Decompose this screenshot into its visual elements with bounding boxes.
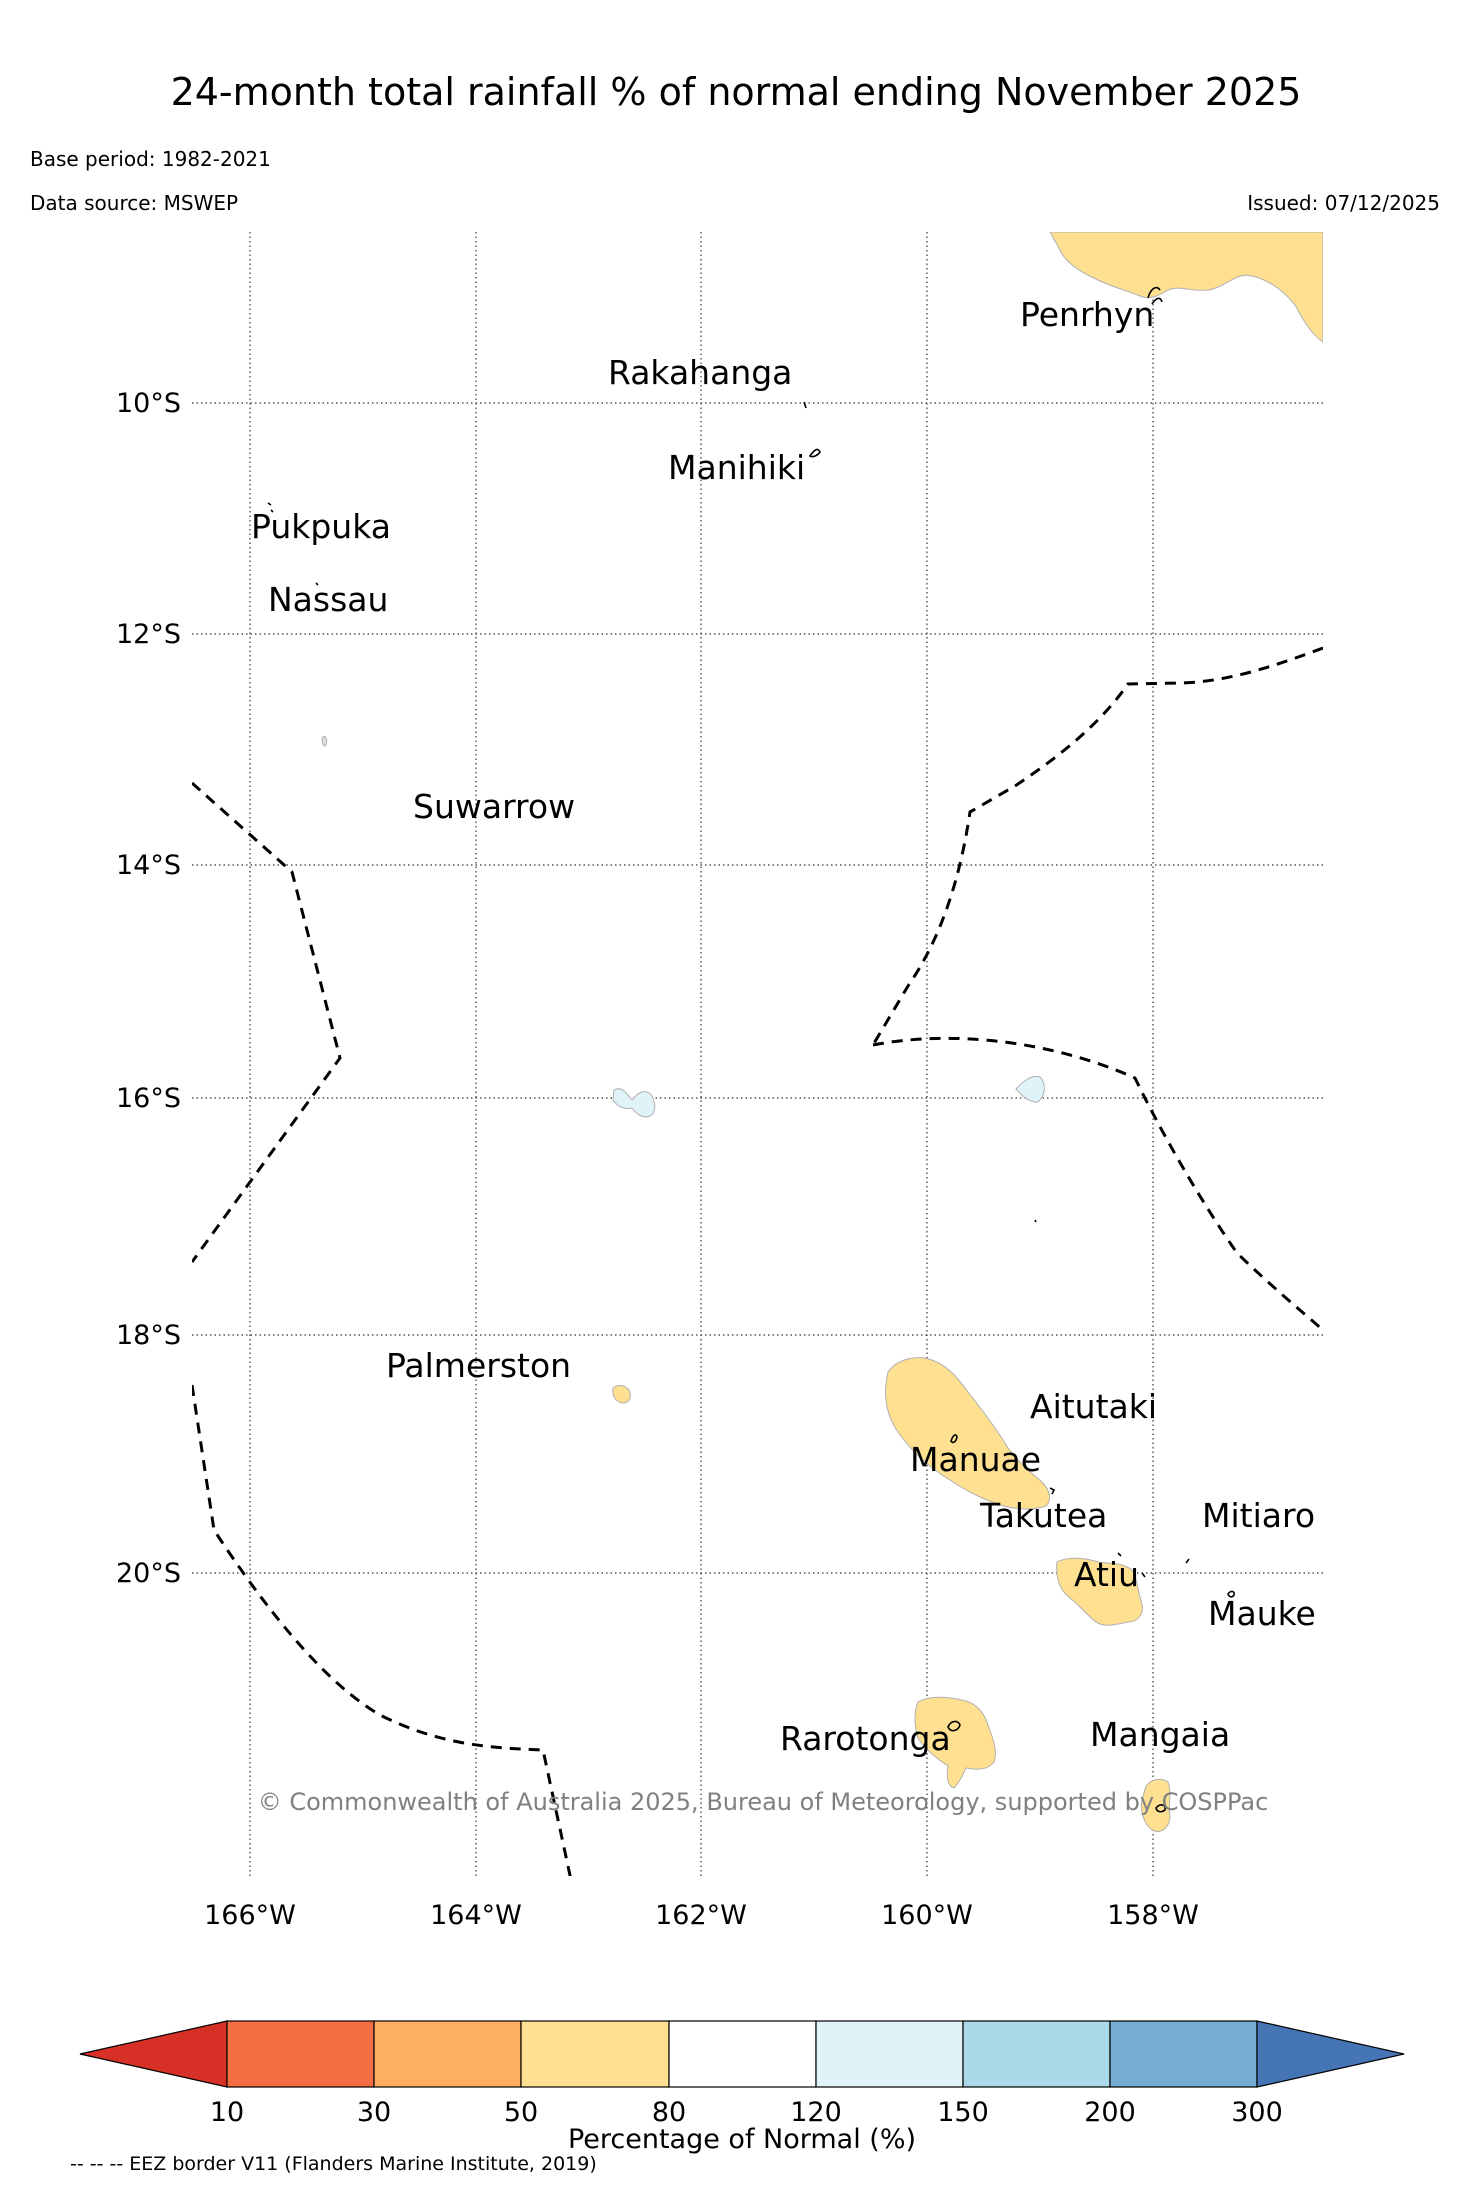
colorbar-label: Percentage of Normal (%) (568, 2124, 916, 2155)
lon-label-166w: 166°W (204, 1900, 296, 1931)
eez-borders (192, 646, 1323, 1876)
colorbar (79, 2020, 1405, 2088)
map-title: 24-month total rainfall % of normal endi… (170, 70, 1302, 114)
label-aitutaki: Aitutaki (1030, 1387, 1157, 1426)
label-nassau: Nassau (268, 580, 388, 619)
island-mauke-outline (1227, 1590, 1235, 1598)
lon-label-160w: 160°W (881, 1900, 973, 1931)
eez-south-east (872, 1036, 1323, 1332)
patch-nassau-grey (321, 735, 328, 747)
island-mitiaro-outline (1185, 1558, 1190, 1564)
eez-north-west (192, 781, 342, 1263)
eez-north-east (871, 646, 1323, 1046)
colorbar-tick-labels: 10 30 50 80 120 150 200 300 (210, 2097, 1283, 2128)
eez-footnote: -- -- -- EEZ border V11 (Flanders Marine… (70, 2153, 597, 2175)
lat-label-10s: 10°S (116, 388, 181, 419)
colorbar-tick-80: 80 (652, 2097, 686, 2128)
label-penrhyn: Penrhyn (1020, 295, 1154, 334)
label-suwarrow: Suwarrow (413, 787, 575, 826)
island-penrhyn-outline (1147, 286, 1163, 305)
colorbar-bin-30-50 (373, 2020, 522, 2088)
patch-mangaia (1141, 1778, 1171, 1832)
issued-date: Issued: 07/12/2025 (1247, 191, 1440, 215)
island-nassau-outline (315, 582, 319, 586)
label-rarotonga: Rarotonga (780, 1719, 951, 1758)
colorbar-extend-low (79, 2020, 228, 2088)
lat-label-20s: 20°S (116, 1558, 181, 1589)
patch-rarotonga (914, 1696, 996, 1789)
colorbar-extend-high (1256, 2020, 1405, 2088)
longitude-labels: 166°W 164°W 162°W 160°W 158°W (204, 1900, 1199, 1931)
colorbar-bin-150-200 (962, 2020, 1111, 2088)
patch-east-wet (1015, 1075, 1045, 1103)
patch-penrhyn (1049, 232, 1323, 343)
label-mangaia: Mangaia (1090, 1715, 1230, 1754)
colorbar-tick-10: 10 (210, 2097, 244, 2128)
label-atiu: Atiu (1074, 1555, 1139, 1594)
label-palmerston: Palmerston (386, 1346, 571, 1385)
patch-atiu (1056, 1557, 1143, 1626)
label-mitiaro: Mitiaro (1202, 1496, 1315, 1535)
patch-suwarrow-1 (612, 1088, 656, 1118)
island-atiu-outline (1141, 1572, 1146, 1578)
lat-label-14s: 14°S (116, 850, 181, 881)
island-manuae-outline (1049, 1487, 1056, 1495)
island-mangaia-outline (1155, 1804, 1166, 1813)
label-mauke: Mauke (1208, 1594, 1316, 1633)
label-rakahanga: Rakahanga (608, 353, 792, 392)
colorbar-bin-200-300 (1109, 2020, 1258, 2088)
colorbar-tick-300: 300 (1231, 2097, 1283, 2128)
lat-label-12s: 12°S (116, 619, 181, 650)
data-source: Data source: MSWEP (30, 191, 239, 215)
copyright-notice: © Commonwealth of Australia 2025, Bureau… (258, 1788, 1269, 1816)
lon-label-158w: 158°W (1107, 1900, 1199, 1931)
island-pukpuka-outline (267, 502, 274, 513)
eez-south-west (192, 1384, 572, 1876)
label-manihiki: Manihiki (668, 448, 805, 487)
rainfall-patches (321, 232, 1323, 1832)
colorbar-bin-10-30 (226, 2020, 375, 2088)
patch-aitutaki (885, 1357, 1050, 1510)
lon-label-164w: 164°W (430, 1900, 522, 1931)
island-takutea-outline (1117, 1552, 1122, 1557)
colorbar-tick-120: 120 (790, 2097, 842, 2128)
island-aitutaki-lagoon (950, 1434, 958, 1444)
island-rarotonga-outline (947, 1720, 961, 1732)
island-manihiki-outline (808, 448, 821, 458)
colorbar-bin-50-80 (520, 2020, 670, 2088)
colorbar-tick-50: 50 (504, 2097, 538, 2128)
label-manuae: Manuae (910, 1440, 1041, 1479)
island-east-dot (1034, 1219, 1037, 1223)
lat-label-18s: 18°S (116, 1320, 181, 1351)
lon-label-162w: 162°W (655, 1900, 747, 1931)
patch-palmerston (612, 1385, 631, 1404)
latitude-labels: 10°S 12°S 14°S 16°S 18°S 20°S (116, 388, 181, 1589)
base-period: Base period: 1982-2021 (30, 147, 271, 171)
label-pukpuka: Pukpuka (251, 507, 391, 546)
island-rakahanga-outline (803, 401, 807, 409)
colorbar-bin-120-150 (815, 2020, 964, 2088)
colorbar-tick-150: 150 (937, 2097, 989, 2128)
colorbar-bin-80-120 (668, 2020, 817, 2088)
colorbar-tick-200: 200 (1084, 2097, 1136, 2128)
label-takutea: Takutea (979, 1496, 1107, 1535)
place-labels: Penrhyn Rakahanga Manihiki Pukpuka Nassa… (251, 295, 1316, 1758)
island-outlines (267, 286, 1235, 1813)
lat-label-16s: 16°S (116, 1083, 181, 1114)
colorbar-tick-30: 30 (357, 2097, 391, 2128)
